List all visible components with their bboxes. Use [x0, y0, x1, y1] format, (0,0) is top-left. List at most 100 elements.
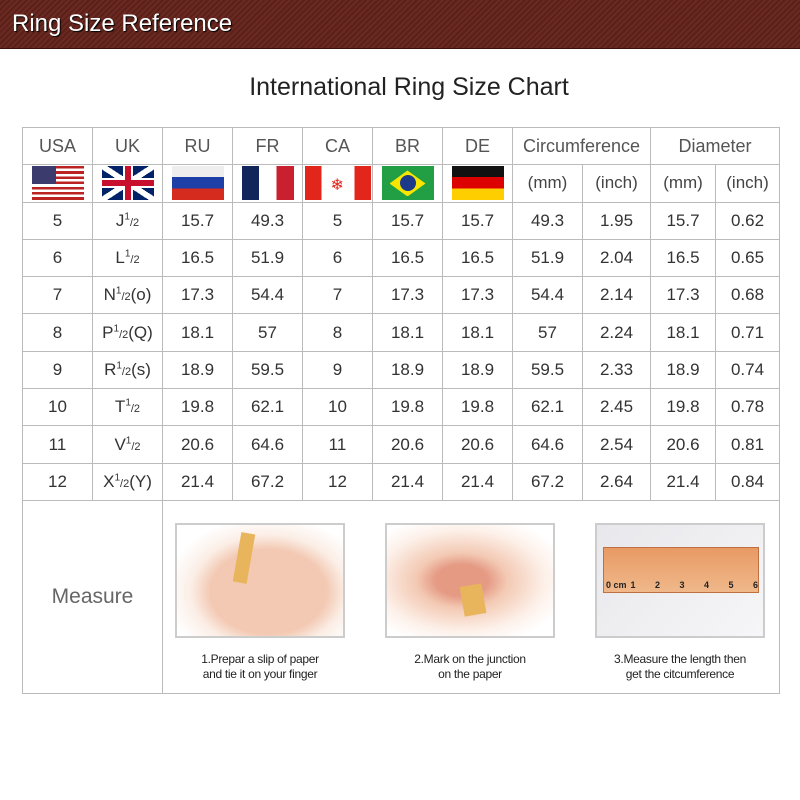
cell-dia-in: 0.65 [715, 238, 781, 278]
cell-ru: 18.9 [162, 350, 233, 390]
ring-size-table: USA UK RU FR CA BR DE Circumference Diam… [22, 126, 781, 694]
cell-de: 18.9 [442, 350, 513, 390]
uk-fraction-num: 1 [124, 211, 130, 223]
uk-fraction-den: /2 [120, 477, 130, 490]
cell-usa: 5 [22, 201, 93, 240]
table-row: 6 L1/2 16.5 51.9 6 16.5 16.5 51.9 2.04 16.5 0.65 [22, 238, 781, 278]
cell-ru: 18.1 [162, 313, 233, 352]
ruler-label: 4 [704, 579, 710, 590]
uk-alt: (Y) [129, 471, 152, 491]
uk-letter: N [103, 285, 116, 305]
cell-de: 19.8 [442, 388, 513, 427]
step-2-line2: on the paper [438, 666, 502, 681]
uk-fraction-num: 1 [125, 397, 131, 409]
step-1-line1: 1.Prepar a slip of paper [201, 651, 319, 666]
cell-ru: 16.5 [162, 238, 233, 278]
cell-fr: 57 [232, 313, 303, 352]
cell-ca: 10 [302, 388, 373, 427]
cell-ru: 21.4 [162, 462, 233, 501]
uk-fraction-num: 1 [114, 472, 121, 484]
measure-steps: 1.Prepar a slip of paper and tie it on yo… [161, 499, 781, 694]
header-br: BR [372, 126, 443, 166]
cell-br: 16.5 [372, 238, 443, 278]
table-row: 7 N1/2(o) 17.3 54.4 7 17.3 17.3 54.4 2.14 17.3 0.6… [22, 276, 781, 315]
cell-dia-mm: 18.1 [650, 313, 717, 352]
ruler-label: 2 [655, 579, 661, 590]
cell-ru: 19.8 [162, 388, 233, 427]
ruler-label: 0 cm [606, 579, 627, 590]
uk-letter: L [115, 248, 125, 268]
cell-br: 21.4 [372, 462, 443, 501]
header-uk: UK [92, 126, 163, 166]
cell-br: 20.6 [372, 425, 443, 464]
cell-uk: L1/2 [92, 238, 163, 278]
brazil-flag-icon [381, 166, 434, 201]
cell-ru: 15.7 [162, 201, 233, 240]
ruler-image: 0 cm 1 2 3 4 5 6 [595, 522, 765, 638]
cell-usa: 10 [22, 388, 93, 427]
table-row: 10 T1/2 19.8 62.1 10 19.8 19.8 62.1 2.45 19.8 0.78 [22, 388, 781, 427]
cell-dia-in: 0.71 [715, 313, 781, 352]
cell-ca: 7 [302, 276, 373, 315]
cell-usa: 8 [22, 313, 93, 352]
cell-circ-mm: 64.6 [512, 425, 583, 464]
uk-letter: V [114, 434, 126, 454]
cell-uk: P1/2(Q) [92, 313, 163, 352]
hand-marking-image [385, 522, 555, 638]
cell-fr: 62.1 [232, 388, 303, 427]
cell-circ-mm: 59.5 [512, 350, 583, 390]
canada-flag-icon: ❄ [304, 166, 371, 201]
uk-fraction-den: /2 [121, 365, 132, 378]
flag-row: ❄ (mm) (inch) (mm) (inch) [22, 164, 781, 203]
cell-circ-mm: 51.9 [512, 238, 583, 278]
header-de: DE [442, 126, 513, 166]
cell-circ-mm: 57 [512, 313, 583, 352]
cell-dia-in: 0.74 [715, 350, 781, 390]
hand-paper-image [175, 522, 345, 638]
uk-letter: X [103, 471, 115, 491]
ruler-label: 1 [630, 579, 636, 590]
cell-fr: 49.3 [232, 201, 303, 240]
uk-fraction-den: /2 [130, 403, 141, 416]
table-row: 12 X1/2(Y) 21.4 67.2 12 21.4 21.4 67.2 2.64 21.4 0… [22, 462, 781, 501]
measure-label: Measure [51, 584, 134, 608]
cell-de: 16.5 [442, 238, 513, 278]
cell-br: 19.8 [372, 388, 443, 427]
uk-letter: R [104, 359, 117, 379]
step-3: 0 cm 1 2 3 4 5 6 3.Measure the length then get t… [595, 522, 765, 682]
step-2-line1: 2.Mark on the junction [414, 651, 526, 666]
header-ca: CA [302, 126, 373, 166]
cell-ca: 5 [302, 201, 373, 240]
measure-row: Measure 1.Prepar a slip of paper and tie i… [22, 499, 781, 694]
ruler-label: 6 [753, 579, 759, 590]
cell-ru: 17.3 [162, 276, 233, 315]
uk-fraction-num: 1 [115, 285, 122, 297]
cell-circ-in: 2.14 [581, 276, 652, 315]
cell-de: 18.1 [442, 313, 513, 352]
unit-circ-mm: (mm) [512, 164, 583, 203]
cell-de: 17.3 [442, 276, 513, 315]
uk-fraction-den: /2 [131, 440, 141, 453]
uk-alt: (s) [131, 359, 151, 379]
cell-uk: X1/2(Y) [92, 462, 163, 501]
cell-ru: 20.6 [162, 425, 233, 464]
cell-ca: 9 [302, 350, 373, 390]
uk-letter: T [114, 397, 126, 417]
unit-dia-mm: (mm) [650, 164, 717, 203]
header-usa: USA [22, 126, 93, 166]
unit-dia-inch: (inch) [715, 164, 781, 203]
cell-br: 15.7 [372, 201, 443, 240]
cell-dia-in: 0.81 [715, 425, 781, 464]
cell-circ-in: 2.24 [581, 313, 652, 352]
cell-dia-mm: 18.9 [650, 350, 717, 390]
uk-fraction-num: 1 [116, 360, 122, 372]
cell-circ-mm: 62.1 [512, 388, 583, 427]
step-3-line2: get the citcumference [625, 666, 735, 681]
cell-ca: 12 [302, 462, 373, 501]
measure-label-cell: Measure [22, 499, 163, 694]
cell-uk: J1/2 [92, 201, 163, 240]
uk-fraction-num: 1 [125, 434, 132, 446]
cell-fr: 59.5 [232, 350, 303, 390]
banner-title: Ring Size Reference [12, 10, 233, 37]
header-ru: RU [162, 126, 233, 166]
